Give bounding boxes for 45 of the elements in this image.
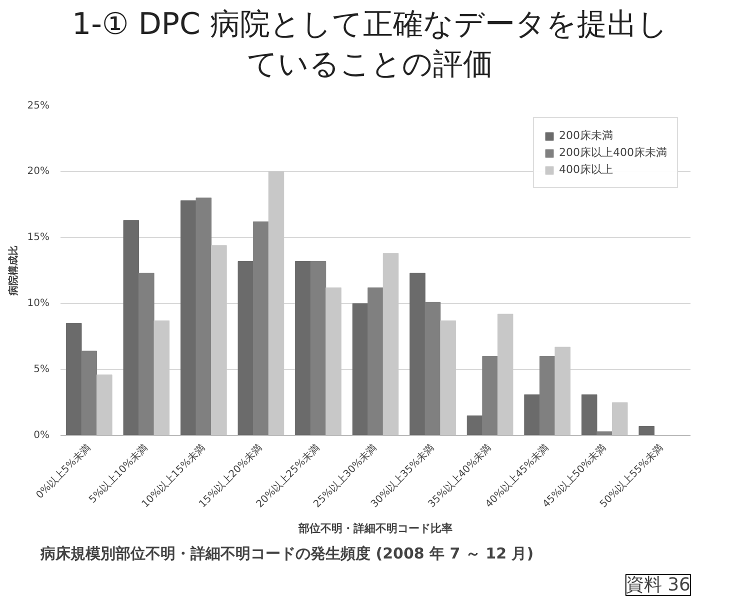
bar [180,200,196,436]
bar [482,356,498,436]
bar [268,171,284,436]
legend-label: 200床未満 [559,128,613,143]
legend-label: 400床以上 [559,162,613,177]
bar [424,302,441,436]
x-axis-title: 部位不明・詳細不明コード比率 [298,522,452,535]
bar [524,394,540,436]
bar [497,314,514,436]
y-tick-label: 10% [27,298,50,309]
bar [96,374,112,436]
bar [382,253,399,436]
bar [581,394,598,436]
bar [326,287,342,436]
chart-title: 1-① DPC 病院として正確なデータを提出していることの評価 [70,6,670,84]
bar [66,323,82,436]
bar [352,303,368,436]
legend-label: 200床以上400床未満 [559,145,667,160]
bar [368,287,384,436]
bar [554,346,570,436]
y-axis-title: 病院構成比 [7,246,20,296]
text: 病床規模別部位不明・詳細不明コードの発生頻度 (2008 年 7 ～ 12 月) [40,544,534,562]
y-tick-label: 5% [34,364,50,375]
bar [466,415,483,436]
y-tick-label: 15% [27,232,50,243]
bar [410,272,426,436]
bar [539,356,556,436]
y-tick-label: 20% [27,166,50,177]
bar [310,261,326,436]
bar [81,350,98,436]
bar [138,272,154,436]
y-tick-label: 25% [27,100,50,112]
bar [638,426,654,436]
bar [253,221,269,436]
bar [596,431,612,436]
bar [196,198,212,436]
bar [211,245,227,436]
bar [440,320,456,436]
bar [154,320,170,436]
text: 資料 36 [626,574,691,596]
bar [238,261,254,436]
y-tick-label: 0% [34,430,50,441]
bar [123,220,140,436]
bar [612,402,628,436]
bar [295,261,311,436]
